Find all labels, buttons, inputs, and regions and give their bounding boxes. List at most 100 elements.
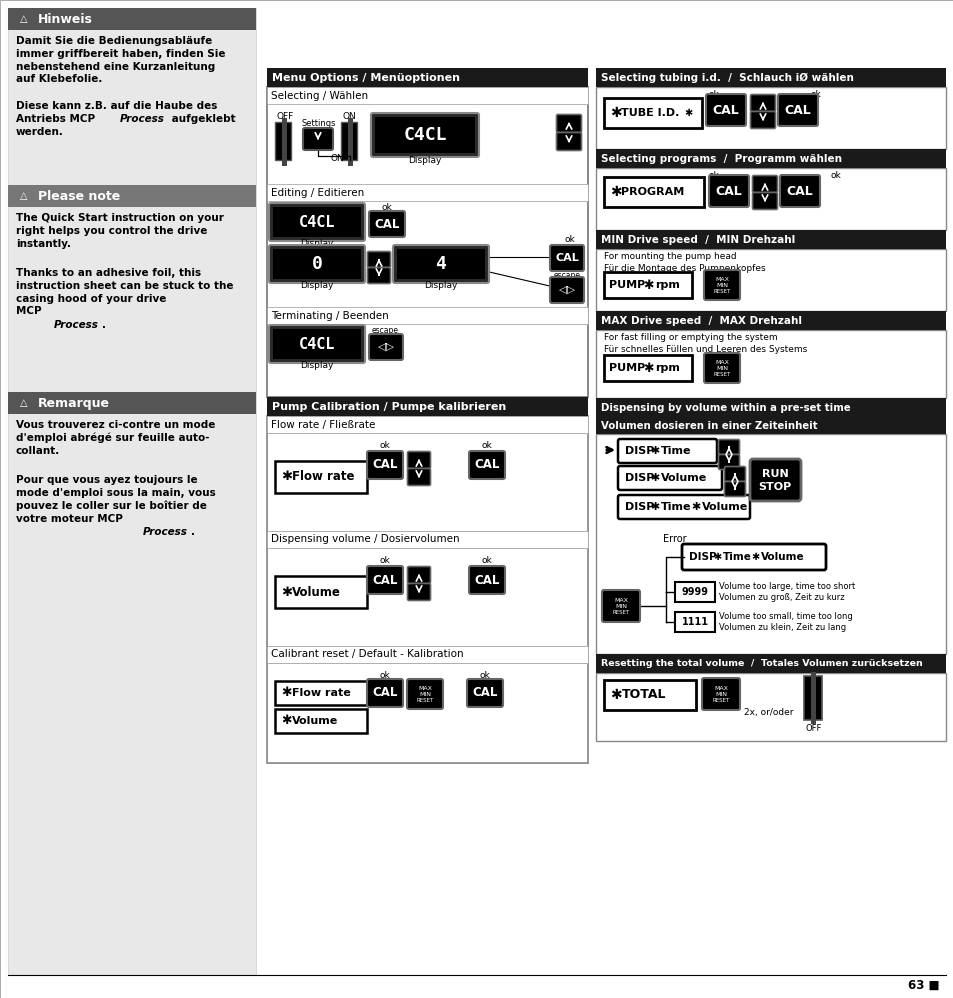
FancyBboxPatch shape: [601, 590, 639, 622]
Text: TOTAL: TOTAL: [621, 689, 666, 702]
Text: RUN: RUN: [760, 469, 787, 479]
FancyBboxPatch shape: [723, 481, 744, 496]
Text: Für die Montage des Pumpenkopfes: Für die Montage des Pumpenkopfes: [603, 264, 765, 273]
Bar: [267, 433, 587, 531]
Text: werden.: werden.: [16, 127, 64, 137]
Text: C4CL: C4CL: [403, 126, 446, 144]
Text: MAX: MAX: [713, 686, 727, 691]
Bar: [596, 673, 945, 741]
Bar: [803, 676, 821, 720]
Text: ok: ok: [830, 171, 841, 180]
Text: MAX: MAX: [715, 359, 728, 364]
FancyBboxPatch shape: [618, 466, 721, 490]
FancyBboxPatch shape: [723, 466, 744, 481]
Text: PROGRAM: PROGRAM: [620, 187, 683, 197]
FancyBboxPatch shape: [703, 270, 740, 300]
Bar: [267, 68, 587, 87]
Text: DISP: DISP: [624, 446, 654, 456]
Bar: [267, 307, 587, 324]
Bar: [274, 576, 367, 608]
Text: 9999: 9999: [680, 587, 708, 597]
FancyBboxPatch shape: [778, 94, 817, 126]
Text: Volume too large, time too short: Volume too large, time too short: [719, 582, 854, 591]
FancyBboxPatch shape: [367, 679, 402, 707]
Text: Display: Display: [408, 156, 441, 165]
Text: DISP: DISP: [688, 552, 716, 562]
Bar: [273, 249, 360, 279]
Text: ok: ok: [708, 90, 719, 99]
FancyBboxPatch shape: [705, 94, 745, 126]
FancyBboxPatch shape: [556, 115, 581, 133]
Text: Dispensing by volume within a pre-set time: Dispensing by volume within a pre-set ti…: [600, 402, 850, 412]
Text: Flow rate: Flow rate: [292, 688, 351, 698]
Text: CAL: CAL: [372, 458, 397, 471]
FancyBboxPatch shape: [303, 128, 333, 150]
Text: rpm: rpm: [655, 363, 679, 373]
Text: MAX: MAX: [715, 276, 728, 281]
Text: Flow rate: Flow rate: [292, 470, 355, 483]
Text: MIN: MIN: [418, 692, 431, 697]
Text: Error: Error: [662, 534, 686, 544]
Text: ON: ON: [342, 112, 355, 121]
Text: Pump Calibration / Pumpe kalibrieren: Pump Calibration / Pumpe kalibrieren: [272, 401, 506, 411]
FancyBboxPatch shape: [618, 495, 749, 519]
Bar: [603, 355, 691, 381]
Bar: [603, 98, 701, 128]
Bar: [267, 548, 587, 646]
Text: ✱: ✱: [712, 552, 720, 562]
Text: STOP: STOP: [758, 482, 791, 492]
FancyBboxPatch shape: [367, 566, 402, 594]
Text: ok: ok: [379, 556, 390, 565]
FancyBboxPatch shape: [407, 584, 430, 601]
Text: TUBE I.D.: TUBE I.D.: [620, 108, 679, 118]
Bar: [675, 582, 714, 602]
Text: CAL: CAL: [472, 687, 497, 700]
Text: 0: 0: [312, 255, 322, 273]
Bar: [8, 185, 255, 207]
FancyBboxPatch shape: [393, 245, 489, 283]
Text: Für schnelles Füllen und Leeren des Systems: Für schnelles Füllen und Leeren des Syst…: [603, 345, 806, 354]
Text: C4CL: C4CL: [298, 336, 335, 351]
Text: ok: ok: [379, 441, 390, 450]
Text: ◁▷: ◁▷: [558, 285, 575, 295]
Text: ✱: ✱: [609, 106, 621, 120]
Bar: [596, 230, 945, 249]
Text: Selecting tubing i.d.  /  Schlauch iØ wählen: Selecting tubing i.d. / Schlauch iØ wähl…: [600, 73, 853, 83]
Text: Display: Display: [300, 281, 334, 290]
Text: ✱: ✱: [281, 687, 292, 700]
FancyBboxPatch shape: [407, 679, 442, 709]
Text: DISP: DISP: [624, 473, 654, 483]
Bar: [273, 207, 360, 237]
FancyBboxPatch shape: [750, 95, 775, 112]
Text: Settings: Settings: [301, 119, 335, 128]
Text: Menu Options / Menüoptionen: Menu Options / Menüoptionen: [272, 73, 459, 83]
FancyBboxPatch shape: [407, 567, 430, 584]
Bar: [274, 122, 291, 160]
Bar: [603, 177, 703, 207]
FancyBboxPatch shape: [708, 175, 748, 207]
Text: Volume: Volume: [292, 586, 340, 599]
Bar: [267, 184, 587, 201]
Bar: [8, 392, 255, 414]
Text: CAL: CAL: [783, 104, 810, 117]
Bar: [267, 663, 587, 763]
Text: △: △: [20, 191, 28, 201]
Bar: [274, 461, 367, 493]
FancyBboxPatch shape: [367, 451, 402, 479]
Text: ✱: ✱: [649, 473, 659, 483]
Text: RESET: RESET: [713, 371, 730, 376]
Bar: [596, 417, 945, 434]
Bar: [267, 646, 587, 663]
Text: Calibrant reset / Default - Kalibration: Calibrant reset / Default - Kalibration: [271, 650, 463, 660]
Text: Volume: Volume: [292, 716, 338, 726]
FancyBboxPatch shape: [269, 245, 365, 283]
Text: Diese kann z.B. auf die Haube des
Antriebs MCP: Diese kann z.B. auf die Haube des Antrie…: [16, 101, 217, 124]
Text: Volumen zu groß, Zeit zu kurz: Volumen zu groß, Zeit zu kurz: [719, 593, 843, 602]
Text: MAX: MAX: [417, 686, 432, 691]
Text: RESET: RESET: [713, 288, 730, 293]
Text: Damit Sie die Bedienungsabläufe
immer griffbereit haben, finden Sie
nebenstehend: Damit Sie die Bedienungsabläufe immer gr…: [16, 36, 225, 85]
Text: .: .: [102, 320, 106, 330]
Text: Time: Time: [722, 552, 751, 562]
Text: Thanks to an adhesive foil, this
instruction sheet can be stuck to the
casing ho: Thanks to an adhesive foil, this instruc…: [16, 268, 233, 316]
Text: ok: ok: [564, 235, 575, 244]
